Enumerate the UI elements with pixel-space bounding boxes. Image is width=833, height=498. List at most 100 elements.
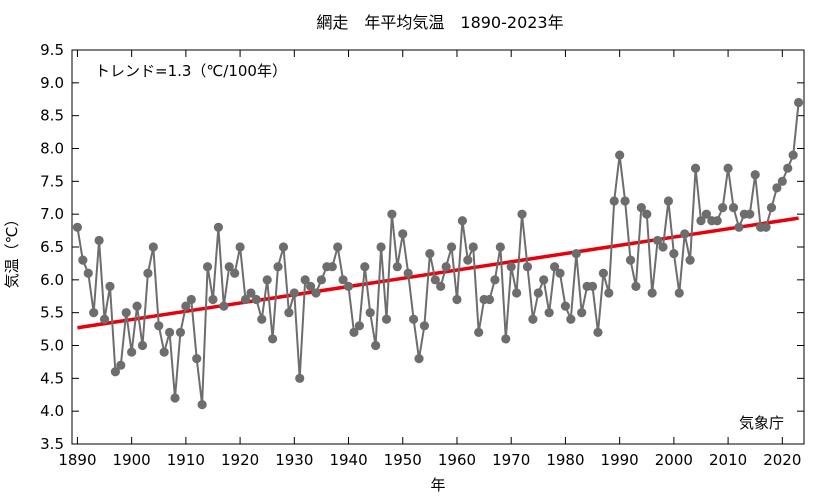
x-tick-label: 1960 xyxy=(438,451,476,469)
data-point xyxy=(273,262,283,272)
data-point xyxy=(555,268,565,278)
data-point xyxy=(262,275,272,285)
data-point xyxy=(501,334,511,344)
data-point xyxy=(463,255,473,265)
data-point xyxy=(712,216,722,226)
data-point xyxy=(213,222,223,232)
data-point xyxy=(783,163,793,173)
data-point xyxy=(192,354,202,364)
data-point xyxy=(392,262,402,272)
data-point xyxy=(604,288,614,298)
data-point xyxy=(159,347,169,357)
data-point xyxy=(121,308,131,318)
data-point xyxy=(419,321,430,331)
data-point xyxy=(587,281,598,291)
data-point xyxy=(701,209,712,219)
data-point xyxy=(99,314,110,324)
data-point xyxy=(560,301,571,311)
data-point xyxy=(631,281,641,291)
y-tick-label: 4.0 xyxy=(40,402,64,420)
y-tick-label: 9.5 xyxy=(40,41,64,59)
data-point xyxy=(718,203,728,213)
x-tick-label: 1930 xyxy=(275,451,313,469)
data-point xyxy=(289,288,299,298)
data-point xyxy=(376,242,386,252)
data-point xyxy=(490,275,500,285)
data-point xyxy=(571,248,581,259)
data-point xyxy=(625,255,636,265)
data-point xyxy=(452,294,462,305)
data-point xyxy=(105,281,115,291)
data-point xyxy=(349,327,359,337)
trend-annotation: トレンド=1.3（℃/100年） xyxy=(95,62,287,80)
data-point xyxy=(680,229,690,239)
data-point xyxy=(474,327,484,337)
x-tick-label: 1980 xyxy=(546,451,584,469)
data-point xyxy=(202,262,213,272)
x-tick-label: 2020 xyxy=(763,451,801,469)
series-line xyxy=(76,102,800,405)
y-tick-label: 8.5 xyxy=(40,107,64,125)
data-point xyxy=(311,288,321,298)
data-point xyxy=(620,196,630,206)
data-point xyxy=(653,235,663,246)
x-tick-label: 1920 xyxy=(221,451,259,469)
data-point xyxy=(425,248,435,259)
data-point xyxy=(148,242,158,252)
data-point xyxy=(224,262,234,272)
data-point xyxy=(436,281,446,291)
trend-layer xyxy=(77,216,799,330)
data-point xyxy=(549,262,560,272)
data-point xyxy=(414,354,424,364)
data-point xyxy=(441,262,451,272)
data-point xyxy=(522,262,533,272)
data-point xyxy=(669,248,679,259)
x-tick-label: 1910 xyxy=(167,451,205,469)
data-point xyxy=(484,294,495,305)
plot-frame xyxy=(71,49,805,445)
data-point xyxy=(409,314,419,324)
data-point xyxy=(89,308,99,318)
data-point xyxy=(642,209,652,219)
data-point xyxy=(170,393,180,403)
data-point xyxy=(566,314,576,324)
data-point xyxy=(338,275,348,285)
data-point xyxy=(403,268,413,278)
data-point xyxy=(750,170,760,180)
data-point xyxy=(517,209,527,219)
data-point xyxy=(690,163,701,173)
x-axis-label: 年 xyxy=(430,476,445,494)
data-point xyxy=(197,400,207,410)
data-point xyxy=(533,288,543,298)
y-tick-label: 6.5 xyxy=(40,238,64,256)
data-point xyxy=(219,301,229,311)
data-point xyxy=(512,288,522,298)
x-tick-label: 1950 xyxy=(384,451,422,469)
data-point xyxy=(609,196,619,206)
x-tick-label: 2000 xyxy=(655,451,693,469)
credit-label: 気象庁 xyxy=(739,414,784,432)
data-point xyxy=(333,242,343,252)
y-tick-label: 7.5 xyxy=(40,172,64,190)
data-point xyxy=(257,314,267,324)
data-point xyxy=(772,183,782,193)
data-point xyxy=(544,308,554,318)
series-line-layer xyxy=(76,102,800,405)
y-axis-label: 気温（℃） xyxy=(3,212,21,289)
data-point xyxy=(251,294,261,305)
x-tick-label: 1900 xyxy=(113,451,151,469)
data-point xyxy=(723,163,733,173)
data-point xyxy=(327,262,337,272)
data-point xyxy=(468,242,478,252)
data-point xyxy=(387,209,397,219)
data-point xyxy=(268,334,278,344)
data-point xyxy=(663,196,674,206)
data-point xyxy=(94,235,104,246)
data-point xyxy=(793,97,804,108)
data-point xyxy=(127,347,137,357)
y-tick-label: 6.0 xyxy=(40,271,64,289)
data-point xyxy=(78,255,88,265)
data-point xyxy=(230,268,240,278)
x-tick-label: 1990 xyxy=(601,451,639,469)
data-point xyxy=(766,203,777,213)
